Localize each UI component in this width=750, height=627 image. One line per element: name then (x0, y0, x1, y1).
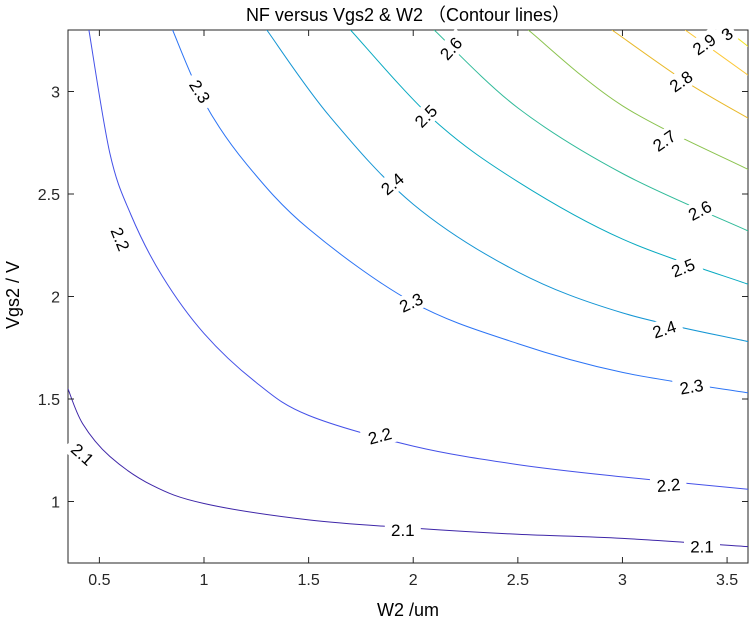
y-axis: 1 1.5 2 2.5 3 (38, 85, 748, 512)
contour-label-gap (660, 62, 702, 100)
contour-label-gap (672, 373, 711, 400)
y-tick-label: 3 (51, 85, 60, 102)
y-tick-label: 1 (51, 495, 60, 512)
contour-label: 2.3 (672, 373, 711, 400)
contour-line-2-3 (172, 30, 748, 394)
contour-label-gap (62, 434, 103, 474)
contour-line-2-4 (266, 30, 748, 343)
contour-label-text: 2.1 (690, 538, 714, 557)
x-tick-label: 0.5 (88, 572, 110, 589)
contour-line-2-5 (350, 30, 748, 285)
contour-label-gap (683, 25, 725, 63)
chart-title: NF versus Vgs2 & W2 （Contour lines） (246, 5, 570, 25)
contour-label-text: 2.2 (656, 475, 681, 496)
x-axis: 0.5 1 1.5 2 2.5 3 3.5 (88, 30, 738, 589)
y-tick-label: 2 (51, 290, 60, 307)
contour-label: 2.2 (649, 473, 688, 497)
contour-label-gap (372, 164, 413, 204)
contour-label-text: 2.1 (391, 521, 415, 540)
contour-label-gap (431, 28, 471, 69)
y-tick-label: 2.5 (38, 187, 60, 204)
contour-line-2-7 (527, 30, 748, 170)
x-tick-label: 2.5 (507, 572, 529, 589)
x-tick-label: 1.5 (297, 572, 319, 589)
contour-label-gap (406, 96, 446, 136)
x-tick-label: 3 (618, 572, 627, 589)
contour-label-gap (390, 285, 432, 320)
x-tick-label: 2 (409, 572, 418, 589)
contour-line-2-9 (684, 30, 748, 76)
contour-label-gap (104, 218, 137, 260)
contour-label: 2.8 (660, 62, 702, 100)
contour-line-2-2 (88, 30, 748, 490)
contour-label-gap (644, 314, 685, 345)
contour-label-gap (684, 536, 720, 557)
x-tick-label: 3.5 (716, 572, 738, 589)
contour-label-gap (649, 473, 688, 497)
contour-label: 2.1 (684, 536, 720, 557)
contour-label-gap (662, 251, 704, 284)
contour-label-text: 2.3 (678, 376, 705, 399)
contour-label-gap (679, 193, 721, 228)
contour-label-gap (643, 122, 685, 160)
y-axis-label: Vgs2 / V (3, 261, 23, 329)
x-axis-label: W2 /um (377, 600, 439, 620)
x-tick-label: 1 (200, 572, 209, 589)
contour-label-gap (384, 520, 421, 541)
contour-line-2-1 (68, 388, 748, 548)
contour-label: 2.1 (384, 520, 421, 541)
contour-label-gap (181, 70, 218, 113)
y-tick-label: 1.5 (38, 392, 60, 409)
contour-label-gap (359, 421, 400, 451)
